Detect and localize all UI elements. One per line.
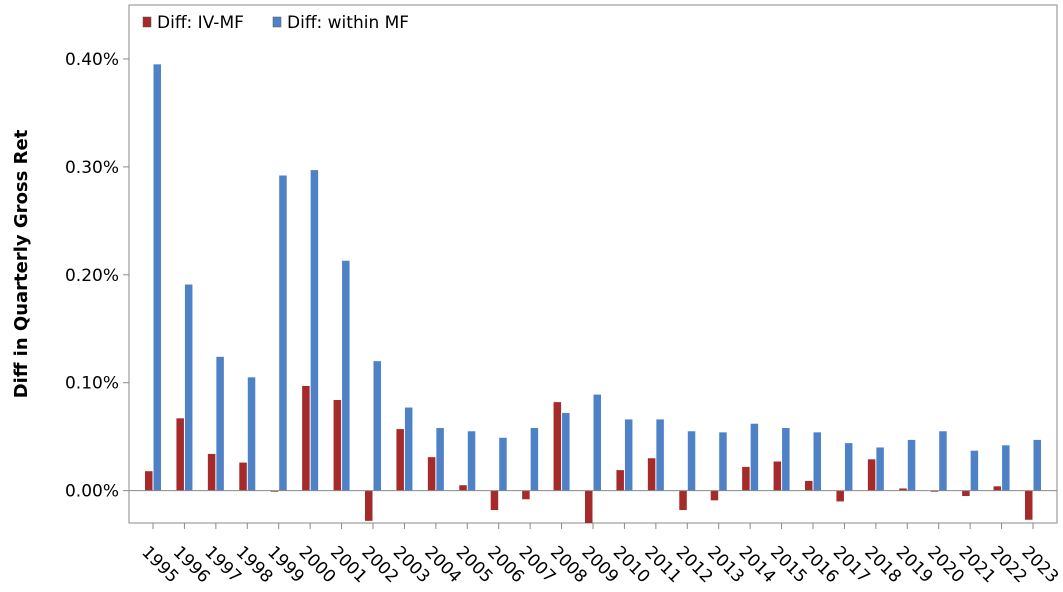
legend-swatch — [142, 16, 152, 28]
legend-label: Diff: within MF — [287, 13, 409, 33]
bar — [585, 490, 593, 524]
bar — [365, 490, 373, 521]
bar — [247, 377, 256, 491]
bar — [176, 418, 184, 491]
bar — [624, 419, 633, 491]
bar — [710, 490, 719, 501]
bar — [742, 466, 750, 491]
bar — [899, 488, 907, 491]
y-axis-title: Diff in Quarterly Gross Ret — [11, 129, 32, 398]
bar — [907, 439, 916, 491]
bar — [844, 443, 853, 491]
y-tick-label: 0.40% — [65, 50, 119, 70]
bar — [522, 490, 530, 500]
bar — [593, 394, 601, 491]
y-tick-label: 0.10% — [65, 374, 119, 394]
bar — [750, 423, 759, 491]
bar — [153, 64, 161, 491]
bar — [836, 490, 844, 502]
bar — [499, 437, 507, 491]
legend-swatch — [272, 16, 282, 28]
bar — [333, 399, 342, 491]
y-tick-label: 0.00% — [65, 482, 119, 502]
bar — [207, 453, 216, 491]
bar — [404, 407, 413, 491]
bar — [279, 175, 287, 491]
bar — [962, 490, 970, 497]
bar — [647, 458, 656, 491]
bar — [970, 450, 979, 491]
bar — [1025, 490, 1033, 520]
bar — [530, 428, 539, 491]
bar — [459, 485, 467, 491]
x-tick-label: 2023 — [1017, 542, 1062, 587]
bar — [562, 412, 570, 491]
bar — [490, 490, 499, 511]
bar — [813, 432, 821, 491]
bar — [1033, 439, 1041, 491]
bar — [239, 462, 247, 491]
y-tick-label: 0.30% — [65, 158, 119, 178]
bar — [867, 459, 876, 491]
bar — [930, 490, 939, 492]
bar — [467, 431, 476, 491]
legend: Diff: IV-MF Diff: within MF — [142, 13, 409, 33]
plot-area-frame — [128, 4, 1058, 524]
bars-layer — [145, 64, 1041, 524]
bar — [270, 490, 279, 492]
bar — [719, 432, 727, 491]
bar — [773, 461, 782, 491]
y-tick-label: 0.20% — [65, 266, 119, 286]
bar — [396, 429, 404, 491]
bar — [687, 431, 696, 491]
bar — [616, 470, 624, 491]
bar — [782, 428, 790, 491]
bar — [805, 480, 813, 491]
x-axis: 1995199619971998199920002001200220032004… — [137, 523, 1062, 587]
bar — [302, 385, 310, 491]
legend-label: Diff: IV-MF — [157, 13, 244, 33]
bar — [342, 260, 350, 491]
bar — [679, 490, 687, 511]
bar — [1002, 445, 1010, 491]
bar — [427, 457, 436, 491]
bar — [553, 402, 562, 491]
bar — [436, 428, 444, 491]
bar — [145, 471, 153, 491]
bar — [373, 361, 381, 491]
bar — [310, 170, 319, 491]
y-axis: 0.00% 0.10% 0.20% 0.30% 0.40% — [65, 50, 129, 502]
bar — [876, 447, 884, 491]
bar — [216, 356, 224, 491]
bar — [939, 431, 947, 491]
bar — [184, 284, 193, 491]
bar — [656, 419, 664, 491]
bar — [993, 486, 1002, 491]
